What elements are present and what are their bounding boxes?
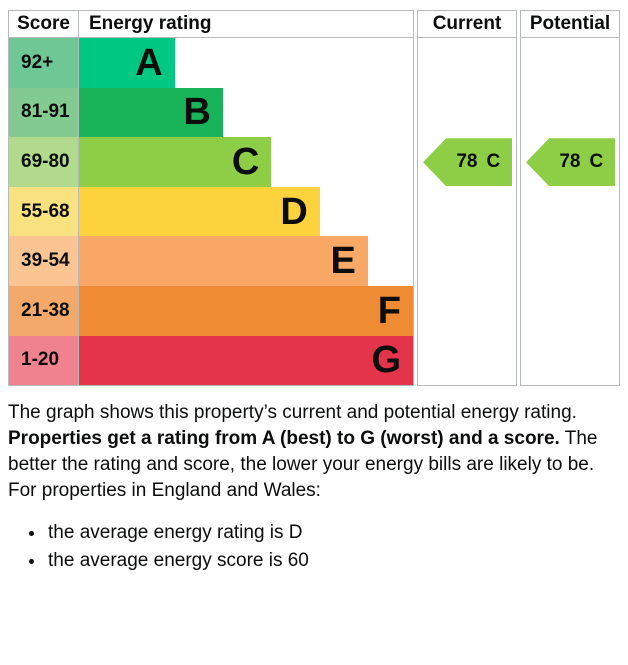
current-column-header: Current — [432, 13, 502, 34]
score-cell: 1-20 — [9, 335, 79, 386]
band-row: 55-68 D — [9, 186, 413, 237]
rating-letter: B — [183, 91, 211, 134]
score-cell: 39-54 — [9, 236, 79, 286]
region-line: For properties in England and Wales: — [8, 480, 321, 501]
current-rating-arrow: 78 C — [423, 138, 512, 187]
rating-letter: C — [231, 140, 260, 183]
current-band-letter: C — [486, 151, 501, 173]
score-column-header: Score — [9, 11, 79, 37]
rating-letter: G — [371, 339, 401, 382]
rating-graph-box: Score Energy rating 92+ A 81-91 B 69-80 … — [8, 10, 414, 386]
score-cell: 55-68 — [9, 186, 79, 237]
epc-rating-chart: Score Energy rating 92+ A 81-91 B 69-80 … — [8, 10, 620, 386]
potential-rating-arrow: 78 C — [526, 138, 615, 187]
potential-band-letter: C — [589, 151, 604, 173]
chart-description: The graph shows this property’s current … — [8, 400, 612, 576]
rating-bar: B — [79, 87, 223, 138]
potential-column-header: Potential — [529, 13, 611, 34]
band-row: 39-54 E — [9, 236, 413, 286]
rating-explanation-bold: Properties get a rating from A (best) to… — [8, 428, 560, 449]
rating-bands: 92+ A 81-91 B 69-80 C 55-68 D 39-54 E 21… — [9, 38, 413, 386]
rating-letter: A — [135, 41, 163, 84]
rating-letter: E — [330, 240, 356, 283]
band-row: 81-91 B — [9, 87, 413, 138]
score-cell: 21-38 — [9, 285, 79, 336]
band-row: 1-20 G — [9, 335, 413, 386]
rating-explanation-rest: The better the rating and score, the low… — [8, 428, 598, 475]
potential-score-value: 78 — [559, 151, 581, 173]
band-row: 21-38 F — [9, 285, 413, 336]
rating-bar: C — [79, 137, 272, 187]
potential-column: Potential 78 C — [520, 10, 620, 386]
current-column: Current 78 C — [417, 10, 517, 386]
score-cell: 69-80 — [9, 137, 79, 187]
score-cell: 81-91 — [9, 87, 79, 138]
rating-letter: F — [377, 289, 401, 332]
current-score-value: 78 — [456, 151, 478, 173]
graph-header-row: Score Energy rating — [9, 11, 413, 38]
rating-bar: A — [79, 38, 175, 88]
rating-bar: E — [79, 236, 368, 286]
current-header-row: Current — [418, 11, 516, 38]
rating-bar: G — [79, 335, 413, 386]
rating-bar: D — [79, 186, 320, 237]
rating-explanation-paragraph: Properties get a rating from A (best) to… — [8, 426, 612, 478]
band-row: 69-80 C — [9, 137, 413, 187]
average-rating-item: the average energy rating is D — [46, 520, 612, 546]
rating-letter: D — [280, 190, 308, 233]
intro-paragraph: The graph shows this property’s current … — [8, 402, 577, 423]
average-score-item: the average energy score is 60 — [46, 548, 612, 574]
rating-bar: F — [79, 285, 413, 336]
band-row: 92+ A — [9, 38, 413, 88]
potential-header-row: Potential — [521, 11, 619, 38]
score-cell: 92+ — [9, 38, 79, 88]
energy-rating-column-header: Energy rating — [89, 13, 212, 34]
averages-list: the average energy rating is D the avera… — [8, 520, 612, 574]
